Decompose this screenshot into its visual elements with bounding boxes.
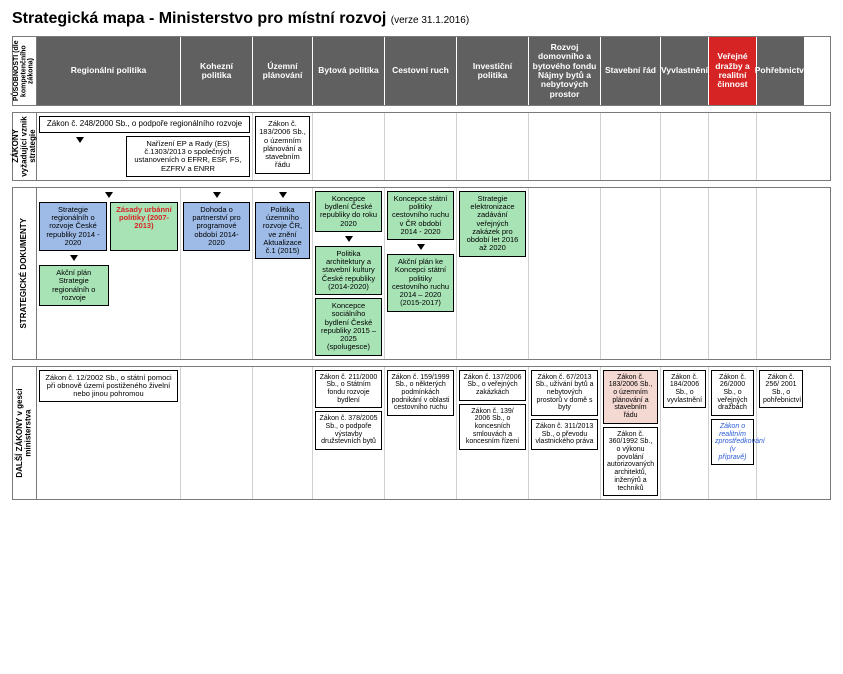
hdr-investicni: Investiční politika (457, 37, 529, 105)
doc-akcni-plan-reg: Akční plán Strategie regionálníh o rozvo… (39, 265, 109, 306)
law-184-2006: Zákon č. 184/2006 Sb., o vyvlastnění (663, 370, 706, 409)
law-12-2002: Zákon č. 12/2002 Sb., o státní pomoci př… (39, 370, 178, 403)
row-further-laws: DALŠÍ ZÁKONY v gesci ministerstva Zákon … (12, 366, 831, 501)
doc-politika-uz: Politika územního rozvoje ČR, ve znění A… (255, 202, 310, 260)
arrow-down-icon (213, 192, 221, 198)
law-137-2006: Zákon č. 137/2006 Sb., o veřejných zakáz… (459, 370, 526, 401)
row-laws-required: ZÁKONY vyžadující vznik strategie Zákon … (12, 112, 831, 181)
rowlabel-further: DALŠÍ ZÁKONY v gesci ministerstva (13, 367, 37, 500)
law-67-2013: Zákon č. 67/2013 Sb., užívání bytů a neb… (531, 370, 598, 416)
law-159-1999: Zákon č. 159/1999 Sb., o některých podmí… (387, 370, 454, 416)
hdr-drazby: Veřejné dražby a realitní činnost (709, 37, 757, 105)
cell-docs-uz: Politika územního rozvoje ČR, ve znění A… (253, 188, 313, 359)
law-26-2000: Zákon č. 26/2000 Sb., o veřejných dražbá… (711, 370, 754, 416)
hdr-pohreb: Pohřebnictví (757, 37, 805, 105)
cell-further-st: Zákon č. 183/2006 Sb., o územním plánová… (601, 367, 661, 500)
cell-docs-byt: Koncepce bydlení České republiky do roku… (313, 188, 385, 359)
doc-politika-arch: Politika architektury a stavební kultury… (315, 246, 382, 295)
doc-socialni-bydleni: Koncepce sociálního bydlení České republ… (315, 298, 382, 356)
cell-docs-reg: Strategie regionálníh o rozvoje České re… (37, 188, 181, 359)
title-text: Strategická mapa - Ministerstvo pro míst… (12, 10, 386, 27)
hdr-kohezni: Kohezní politika (181, 37, 253, 105)
doc-urban-zasady: Zásady urbánní politiky (2007- 2013) (110, 202, 178, 251)
law-256-2001: Zákon č. 256/ 2001 Sb., o pohřebnictví (759, 370, 803, 409)
arrow-down-icon (76, 137, 84, 143)
law-183-2006: Zákon č. 183/2006 Sb., o územním plánová… (255, 116, 310, 174)
arrow-down-icon (417, 244, 425, 250)
cell-further-rd: Zákon č. 67/2013 Sb., užívání bytů a neb… (529, 367, 601, 500)
rowlabel-docs: STRATEGICKÉ DOKUMENTY (13, 188, 37, 359)
cell-further-po: Zákon č. 256/ 2001 Sb., o pohřebnictví (757, 367, 805, 500)
cell-laws-uz: Zákon č. 183/2006 Sb., o územním plánová… (253, 113, 313, 180)
hdr-regionalni: Regionální politika (37, 37, 181, 105)
hdr-cestovni: Cestovní ruch (385, 37, 457, 105)
doc-cr-koncepce: Koncepce státní politiky cestovního ruch… (387, 191, 454, 240)
cell-further-vyv: Zákon č. 184/2006 Sb., o vyvlastnění (661, 367, 709, 500)
rowlabel-laws: ZÁKONY vyžadující vznik strategie (13, 113, 37, 180)
page-title: Strategická mapa - Ministerstvo pro míst… (12, 10, 831, 28)
cell-further-byt: Zákon č. 211/2000 Sb., o Státním fondu r… (313, 367, 385, 500)
row-strategic-docs: STRATEGICKÉ DOKUMENTY Strategie regionál… (12, 187, 831, 360)
cell-laws-reg: Zákon č. 248/2000 Sb., o podpoře regioná… (37, 113, 253, 180)
doc-koncepce-bydleni: Koncepce bydlení České republiky do roku… (315, 191, 382, 232)
law-realitni-priprava: Zákon o realitním zprostředkování (v pří… (711, 419, 754, 465)
arrow-down-icon (105, 192, 113, 198)
law-eu-1303: Nařízení EP a Rady (ES) č.1303/2013 o sp… (126, 136, 250, 177)
law-378-2005: Zákon č. 378/2005 Sb., o podpoře výstavb… (315, 411, 382, 450)
doc-dohoda-partnerstvi: Dohoda o partnerství pro programové obdo… (183, 202, 250, 251)
cell-further-dr: Zákon č. 26/2000 Sb., o veřejných dražbá… (709, 367, 757, 500)
cell-further-reg: Zákon č. 12/2002 Sb., o státní pomoci př… (37, 367, 181, 500)
cell-docs-cr: Koncepce státní politiky cestovního ruch… (385, 188, 457, 359)
rowlabel-competencies: PŮSOBNOSTI (dle kompetenčního zákona) (13, 37, 37, 105)
law-311-2013: Zákon č. 311/2013 Sb., o převodu vlastni… (531, 419, 598, 450)
doc-reg-strategie: Strategie regionálníh o rozvoje České re… (39, 202, 107, 251)
arrow-down-icon (70, 255, 78, 261)
doc-strategie-elektronizace: Strategie elektronizace zadávání veřejný… (459, 191, 526, 257)
arrow-down-icon (345, 236, 353, 242)
law-139-2006: Zákon č. 139/ 2006 Sb., o koncesních sml… (459, 404, 526, 450)
arrow-down-icon (279, 192, 287, 198)
hdr-uzemni: Územní plánování (253, 37, 313, 105)
hdr-vyvlastneni: Vyvlastnění (661, 37, 709, 105)
cell-docs-inv: Strategie elektronizace zadávání veřejný… (457, 188, 529, 359)
cell-further-inv: Zákon č. 137/2006 Sb., o veřejných zakáz… (457, 367, 529, 500)
doc-cr-akcni: Akční plán ke Koncepci státní politiky c… (387, 254, 454, 312)
version-text: (verze 31.1.2016) (391, 15, 469, 26)
hdr-bytova: Bytová politika (313, 37, 385, 105)
row-competencies: PŮSOBNOSTI (dle kompetenčního zákona) Re… (12, 36, 831, 106)
cell-docs-koh: Dohoda o partnerství pro programové obdo… (181, 188, 253, 359)
law-183-2006b: Zákon č. 183/2006 Sb., o územním plánová… (603, 370, 658, 424)
law-211-2000: Zákon č. 211/2000 Sb., o Státním fondu r… (315, 370, 382, 409)
law-248-2000: Zákon č. 248/2000 Sb., o podpoře regioná… (39, 116, 250, 133)
cell-further-cr: Zákon č. 159/1999 Sb., o některých podmí… (385, 367, 457, 500)
hdr-stavebni: Stavební řád (601, 37, 661, 105)
hdr-rozvoj: Rozvoj domovního a bytového fondu Nájmy … (529, 37, 601, 105)
law-360-1992: Zákon č. 360/1992 Sb., o výkonu povolání… (603, 427, 658, 497)
header-columns: Regionální politika Kohezní politika Úze… (37, 37, 830, 105)
